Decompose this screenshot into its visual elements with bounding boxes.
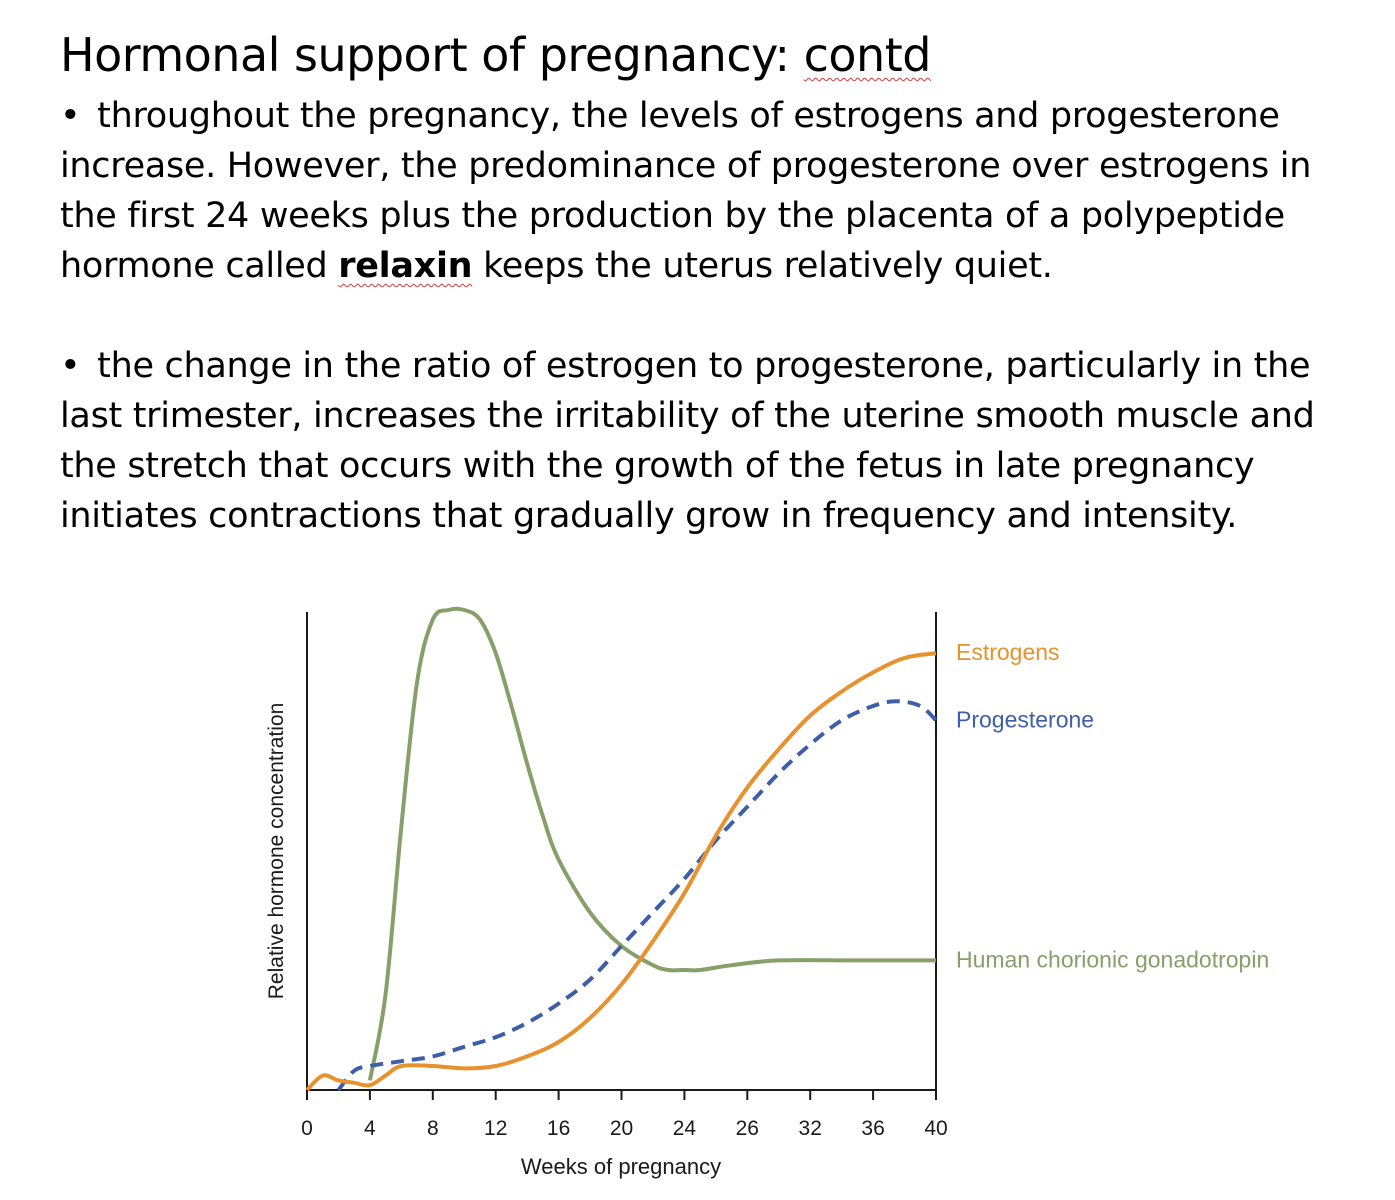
x-axis-label: Weeks of pregnancy — [521, 1154, 721, 1179]
x-tick-label: 12 — [484, 1117, 507, 1140]
x-tick-label: 24 — [673, 1117, 697, 1140]
relaxin-term: relaxin — [338, 246, 473, 286]
series-line-progesterone — [336, 699, 938, 1092]
bullet-icon: • — [60, 346, 81, 386]
bullet-icon: • — [60, 96, 81, 136]
series-line-human-chorionic-gonadotropin — [367, 606, 936, 1081]
series-labels: Estrogens Progesterone Human chorionic gon… — [956, 639, 1269, 972]
series-layer — [305, 606, 938, 1092]
series-line-estrogens — [305, 651, 937, 1092]
paragraph-1-text-end: keeps the uterus relatively quiet. — [472, 246, 1053, 286]
x-tick-label: 40 — [924, 1117, 947, 1140]
bullet-paragraph-1: • throughout the pregnancy, the levels o… — [60, 91, 1350, 291]
slide-title-main: Hormonal support of pregnancy: — [60, 28, 804, 82]
slide-title-tail: contd — [803, 28, 932, 82]
x-tick-label: 16 — [547, 1117, 570, 1140]
series-label-human-chorionic-gonadotropin: Human chorionic gonadotropin — [956, 946, 1269, 972]
slide-title: Hormonal support of pregnancy: contd — [60, 28, 931, 82]
x-tick-label: 4 — [364, 1117, 376, 1140]
x-ticks: 0 4 8 12 16 20 24 26 32 36 40 — [301, 1090, 948, 1140]
x-tick-label: 0 — [301, 1117, 313, 1140]
paragraph-2-text: the change in the ratio of estrogen to p… — [60, 346, 1315, 536]
paragraph-1-text: throughout the pregnancy, the levels of … — [60, 96, 1312, 286]
series-label-progesterone: Progesterone — [956, 706, 1094, 732]
x-tick-label: 36 — [861, 1117, 884, 1140]
x-tick-label: 20 — [610, 1117, 633, 1140]
x-tick-label: 8 — [427, 1117, 439, 1140]
x-tick-label: 26 — [736, 1117, 759, 1140]
bullet-paragraph-2: • the change in the ratio of estrogen to… — [60, 341, 1350, 541]
series-label-estrogens: Estrogens — [956, 639, 1060, 665]
y-axis-label: Relative hormone concentration — [265, 703, 288, 1000]
x-tick-label: 32 — [799, 1117, 822, 1140]
